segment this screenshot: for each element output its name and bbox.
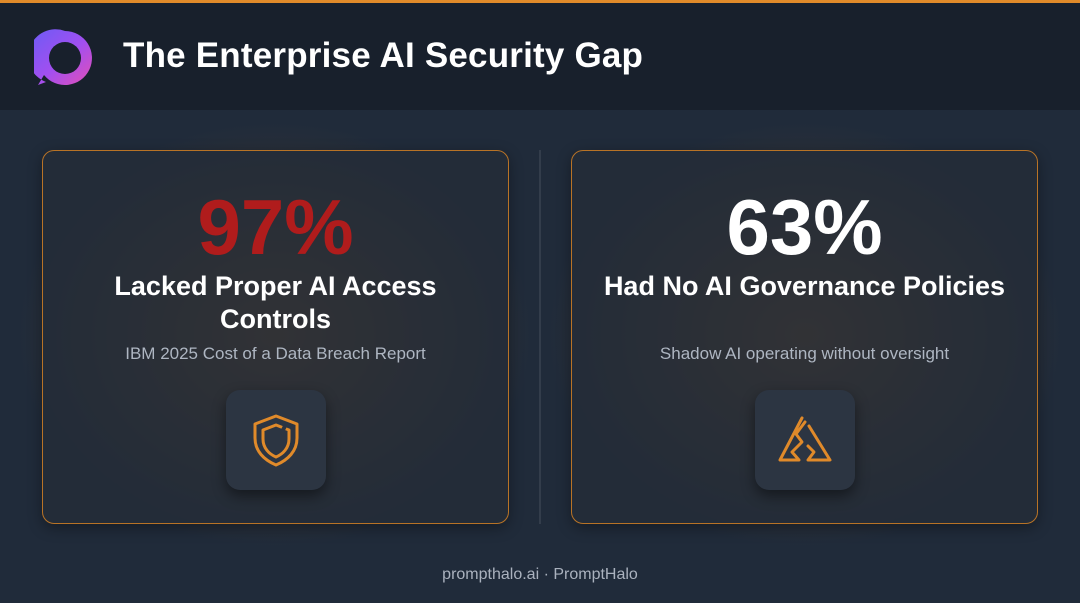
stat-value: 97% <box>197 183 354 271</box>
warning-icon-tile <box>755 390 855 490</box>
footer-credit: prompthalo.ai · PromptHalo <box>442 566 638 583</box>
shield-icon <box>253 414 299 467</box>
stat-value: 63% <box>726 183 883 271</box>
halo-ring-logo <box>34 29 92 85</box>
page-title: The Enterprise AI Security Gap <box>123 36 644 75</box>
stat-source: Shadow AI operating without oversight <box>659 344 950 363</box>
stat-headline: Had No AI Governance Policies <box>603 271 1006 301</box>
center-divider <box>539 150 541 524</box>
stat-card-governance: 63% Had No AI Governance Policies Shadow… <box>571 150 1038 524</box>
header: The Enterprise AI Security Gap <box>0 3 1080 110</box>
stat-source: IBM 2025 Cost of a Data Breach Report <box>125 344 426 363</box>
shield-icon-tile <box>226 390 326 490</box>
top-accent-bar <box>0 0 1080 3</box>
stat-card-access-controls: 97% Lacked Proper AI Access Controls IBM… <box>42 150 509 524</box>
broken-warning-icon <box>778 416 832 462</box>
stat-headline: Lacked Proper AI Access Controls <box>114 271 437 334</box>
